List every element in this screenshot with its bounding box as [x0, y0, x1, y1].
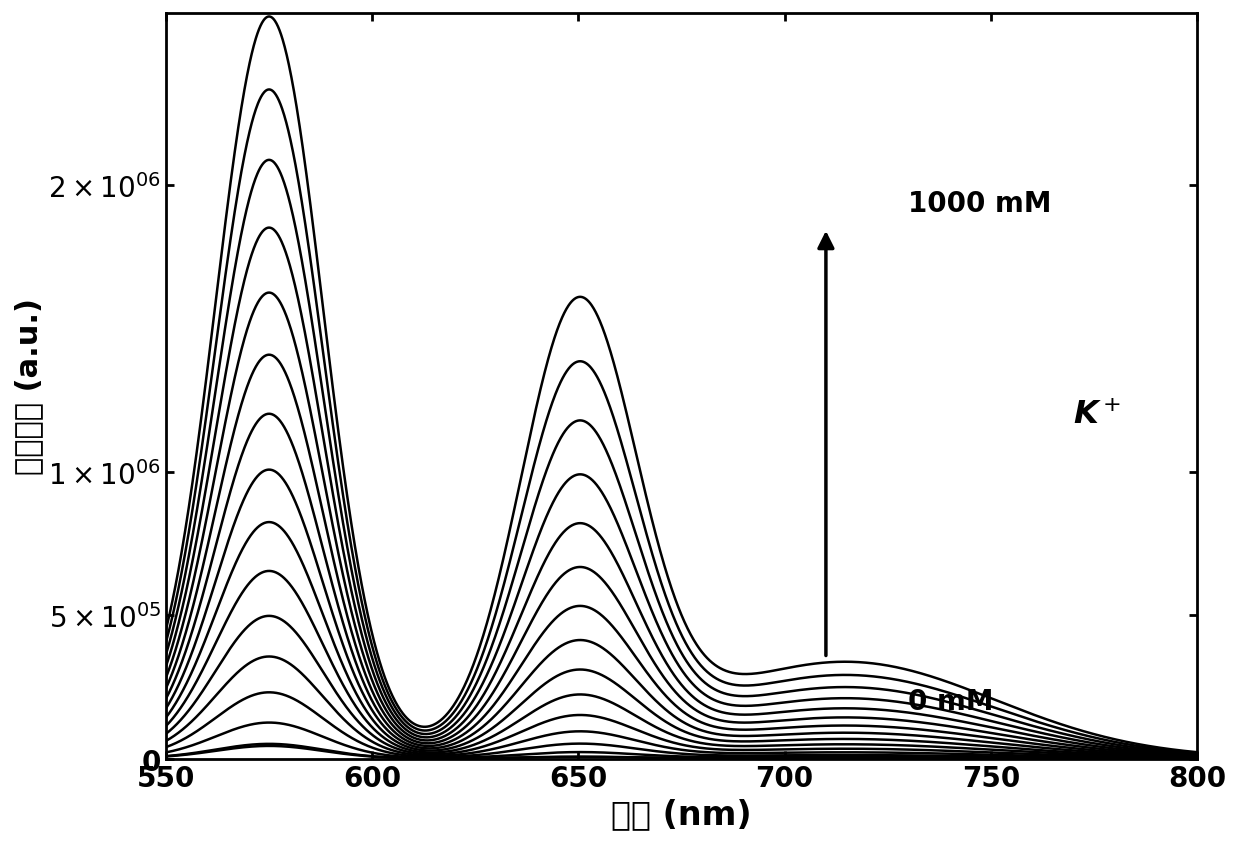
Text: K$^+$: K$^+$	[1074, 399, 1121, 430]
Y-axis label: 荧光强度 (a.u.): 荧光强度 (a.u.)	[14, 298, 43, 474]
X-axis label: 波长 (nm): 波长 (nm)	[611, 798, 751, 830]
Text: 0 mM: 0 mM	[909, 687, 994, 715]
Text: 1000 mM: 1000 mM	[909, 189, 1052, 217]
